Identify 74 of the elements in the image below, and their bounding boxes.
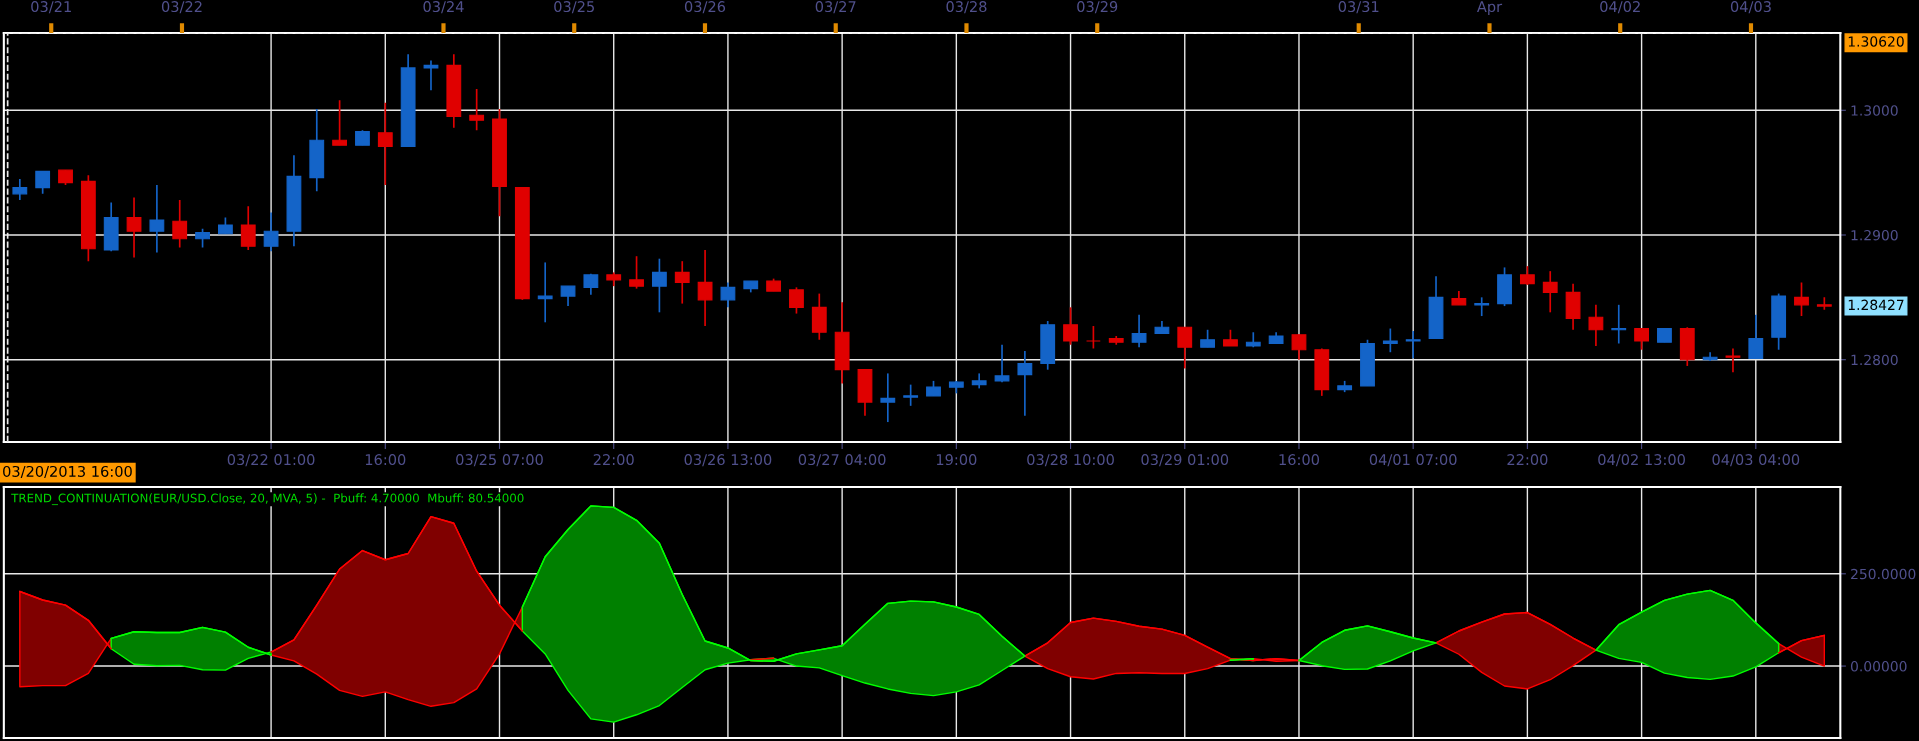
ref-line-label: 03/20/2013 16:00 bbox=[3, 465, 132, 479]
x-tick-label: 16:00 bbox=[1279, 454, 1320, 466]
text: TREND_CONTINUATION(EUR/USD.Close, 20, MVA, 5) - Pbuff: 4.70000 Mbuff: 80.54000 bbox=[11, 493, 524, 506]
candlestick bbox=[172, 199, 188, 249]
y-tick-label: 250.0000 bbox=[1851, 568, 1916, 580]
candlestick bbox=[195, 227, 210, 249]
x2-tick-label: 03/29 bbox=[1077, 1, 1118, 14]
candlestick bbox=[1519, 265, 1535, 286]
candlestick bbox=[1177, 326, 1193, 370]
y-tick-label: 0.00000 bbox=[1850, 661, 1907, 672]
candlestick bbox=[1291, 333, 1307, 361]
ref-line-label: 1.30620 bbox=[1848, 36, 1904, 47]
candlestick bbox=[1131, 313, 1147, 349]
x-tick-label: 04/01 07:00 bbox=[1369, 454, 1457, 467]
x-tick-label: 03/29 01:00 bbox=[1141, 454, 1229, 467]
x2-tick-label: 03/21 bbox=[31, 1, 71, 14]
x2-tick-label: Apr bbox=[1476, 1, 1503, 15]
x-tick-label: 19:00 bbox=[936, 454, 977, 466]
x-tick-label: 03/22 01:00 bbox=[227, 454, 315, 467]
x-tick-label: 22:00 bbox=[1507, 454, 1548, 466]
candlestick bbox=[240, 205, 256, 251]
candlestick bbox=[332, 99, 348, 147]
x2-tick-label: 03/31 bbox=[1338, 1, 1379, 14]
candlestick bbox=[1542, 270, 1558, 314]
text: 1.28427 bbox=[1848, 299, 1904, 311]
x2-tick-label: 03/28 bbox=[946, 1, 987, 14]
candlestick bbox=[469, 88, 485, 132]
x-tick-label: 03/27 04:00 bbox=[798, 454, 886, 467]
x-tick-label: 16:00 bbox=[365, 454, 406, 466]
candlestick bbox=[880, 372, 896, 423]
candlestick bbox=[629, 255, 644, 290]
candlestick bbox=[377, 101, 393, 186]
candlestick bbox=[1405, 330, 1421, 360]
candlestick bbox=[903, 383, 919, 407]
x2-tick-label: 03/25 bbox=[554, 1, 594, 14]
candlestick bbox=[1085, 325, 1101, 350]
candlestick bbox=[537, 261, 553, 324]
candlestick bbox=[789, 286, 804, 315]
candlestick bbox=[1794, 281, 1809, 317]
candlestick bbox=[1725, 347, 1741, 374]
candlestick bbox=[1588, 303, 1604, 347]
candlestick bbox=[560, 285, 576, 307]
x-tick-label: 04/02 13:00 bbox=[1598, 454, 1685, 467]
x2-tick-label: 03/22 bbox=[161, 1, 202, 14]
candlestick bbox=[1063, 306, 1078, 346]
x-tick-label: 03/26 13:00 bbox=[684, 454, 772, 467]
y-tick-label: 1.3000 bbox=[1851, 105, 1898, 116]
candlestick bbox=[263, 211, 279, 253]
candlestick bbox=[12, 178, 28, 201]
candlestick bbox=[1634, 327, 1650, 351]
x2-tick-label: 03/27 bbox=[815, 1, 856, 14]
x-tick-label: 04/03 04:00 bbox=[1712, 454, 1800, 467]
x2-tick-label: 03/26 bbox=[684, 1, 726, 14]
x2-tick-label: 04/02 bbox=[1600, 1, 1640, 14]
candlestick bbox=[1382, 327, 1398, 354]
candlestick bbox=[35, 170, 51, 195]
x2-tick-label: 04/03 bbox=[1730, 1, 1771, 14]
x-tick-label: 03/25 07:00 bbox=[456, 454, 543, 467]
y-tick-label: 1.2800 bbox=[1851, 354, 1898, 366]
candlestick bbox=[720, 281, 736, 309]
candlestick bbox=[651, 257, 667, 314]
candlestick bbox=[1748, 313, 1764, 360]
candlestick bbox=[1017, 350, 1033, 417]
candlestick bbox=[126, 196, 142, 259]
x2-tick-label: 03/24 bbox=[423, 1, 464, 14]
candlestick bbox=[1816, 296, 1832, 311]
candlestick bbox=[697, 249, 713, 327]
x-tick-label: 03/28 10:00 bbox=[1027, 454, 1114, 467]
candlestick bbox=[674, 260, 690, 305]
x-tick-label: 22:00 bbox=[593, 454, 634, 466]
candlestick bbox=[994, 343, 1010, 383]
candlestick bbox=[423, 59, 439, 92]
y-tick-label: 1.2900 bbox=[1851, 229, 1898, 241]
candlestick bbox=[149, 184, 165, 254]
